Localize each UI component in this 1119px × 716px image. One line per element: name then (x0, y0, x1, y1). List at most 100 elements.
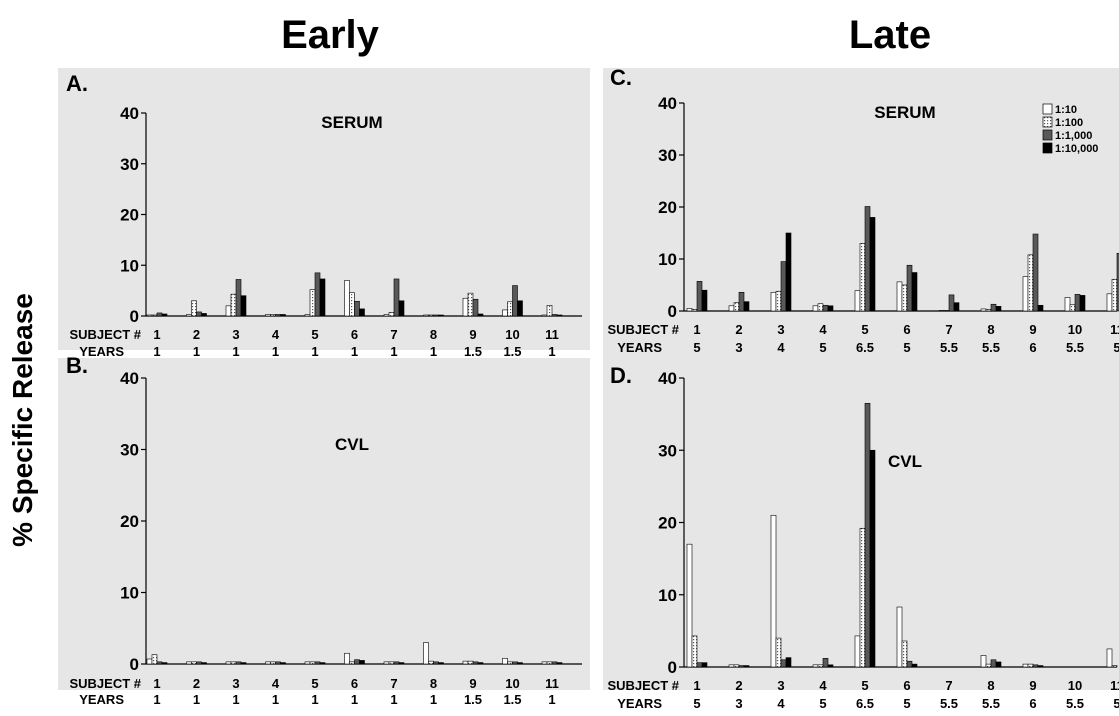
bar (388, 661, 395, 665)
panel-letter: D. (610, 363, 632, 388)
bar (472, 298, 479, 317)
bar (785, 657, 792, 668)
years-value: 1 (272, 344, 279, 359)
y-tick-label: 40 (658, 369, 677, 388)
years-value: 5 (1113, 340, 1119, 355)
bar (161, 662, 168, 665)
bar (344, 280, 350, 317)
bar (985, 309, 992, 312)
bar (462, 297, 469, 317)
x-tick-label: 7 (390, 676, 397, 691)
x-tick-label: 1 (153, 676, 160, 691)
bar (517, 662, 523, 665)
subject-row-label: SUBJECT # (607, 678, 679, 693)
bar (393, 278, 400, 317)
bar (354, 300, 360, 317)
bar (827, 305, 834, 312)
panel-background (603, 68, 1119, 360)
bar (398, 300, 405, 317)
bar (785, 232, 792, 312)
bar (896, 606, 903, 668)
bar (738, 291, 745, 312)
legend-swatch (1042, 103, 1053, 115)
subject-row-label: SUBJECT # (69, 676, 141, 691)
bar (990, 303, 997, 312)
bar (1064, 297, 1071, 312)
bar (896, 281, 903, 312)
bar (953, 302, 960, 312)
years-value: 5 (903, 340, 910, 355)
bar (995, 661, 1002, 668)
y-tick-label: 30 (658, 441, 677, 460)
bar (265, 314, 271, 317)
column-title-late: Late (849, 13, 931, 57)
bar (812, 664, 819, 668)
bar (280, 314, 286, 317)
subject-row-label: SUBJECT # (69, 327, 141, 342)
years-value: 1 (430, 344, 437, 359)
bar (275, 314, 281, 317)
bar (156, 661, 163, 665)
bar (349, 292, 355, 317)
legend-swatch (1042, 116, 1053, 128)
x-tick-label: 7 (390, 327, 397, 342)
bar (995, 306, 1002, 312)
bar (770, 291, 777, 312)
x-tick-label: 2 (193, 676, 200, 691)
bar (1027, 663, 1034, 668)
bar (423, 642, 429, 665)
bar (869, 449, 876, 668)
years-value: 5 (819, 696, 826, 711)
x-tick-label: 5 (861, 678, 868, 693)
years-value: 5 (693, 696, 700, 711)
x-tick-label: 7 (945, 322, 952, 337)
bar (854, 290, 861, 312)
bar (854, 635, 861, 668)
bar (201, 313, 207, 317)
bar (541, 661, 548, 665)
bar (1022, 276, 1029, 312)
bar (467, 660, 474, 665)
years-value: 3 (735, 696, 742, 711)
years-value: 1 (232, 344, 239, 359)
bar (196, 661, 202, 665)
bar (556, 662, 563, 665)
panel-title: CVL (888, 452, 922, 471)
column-title-early: Early (281, 13, 380, 57)
years-value: 5.5 (940, 696, 958, 711)
bar (512, 661, 518, 665)
bar (319, 662, 326, 665)
bar (1037, 304, 1044, 312)
bar (1111, 665, 1118, 668)
bar (319, 278, 326, 317)
x-tick-label: 11 (1110, 322, 1119, 337)
bar (433, 661, 439, 665)
x-tick-label: 4 (819, 678, 827, 693)
bar (701, 289, 708, 312)
years-row-label: YEARS (79, 344, 124, 359)
x-tick-label: 4 (272, 676, 280, 691)
bar (1032, 233, 1039, 312)
y-tick-label: 20 (658, 198, 677, 217)
bar (186, 661, 192, 665)
bar (1111, 278, 1118, 312)
bar (438, 314, 444, 317)
bar (990, 659, 997, 668)
panel-title: CVL (335, 435, 369, 454)
bar (240, 295, 247, 317)
bar (822, 658, 829, 668)
years-value: 1 (153, 692, 160, 707)
years-value: 1 (548, 344, 555, 359)
bar (477, 313, 484, 317)
legend-label: 1:100 (1055, 117, 1083, 129)
panel-letter: A. (66, 71, 88, 96)
y-axis-label: % Specific Release (7, 293, 38, 547)
bar (304, 314, 311, 317)
years-row-label: YEARS (79, 692, 124, 707)
years-value: 1 (390, 692, 397, 707)
bar (733, 664, 740, 668)
years-value: 6 (1029, 696, 1036, 711)
bar (775, 637, 782, 668)
bar (546, 305, 553, 317)
x-tick-label: 8 (430, 676, 437, 691)
